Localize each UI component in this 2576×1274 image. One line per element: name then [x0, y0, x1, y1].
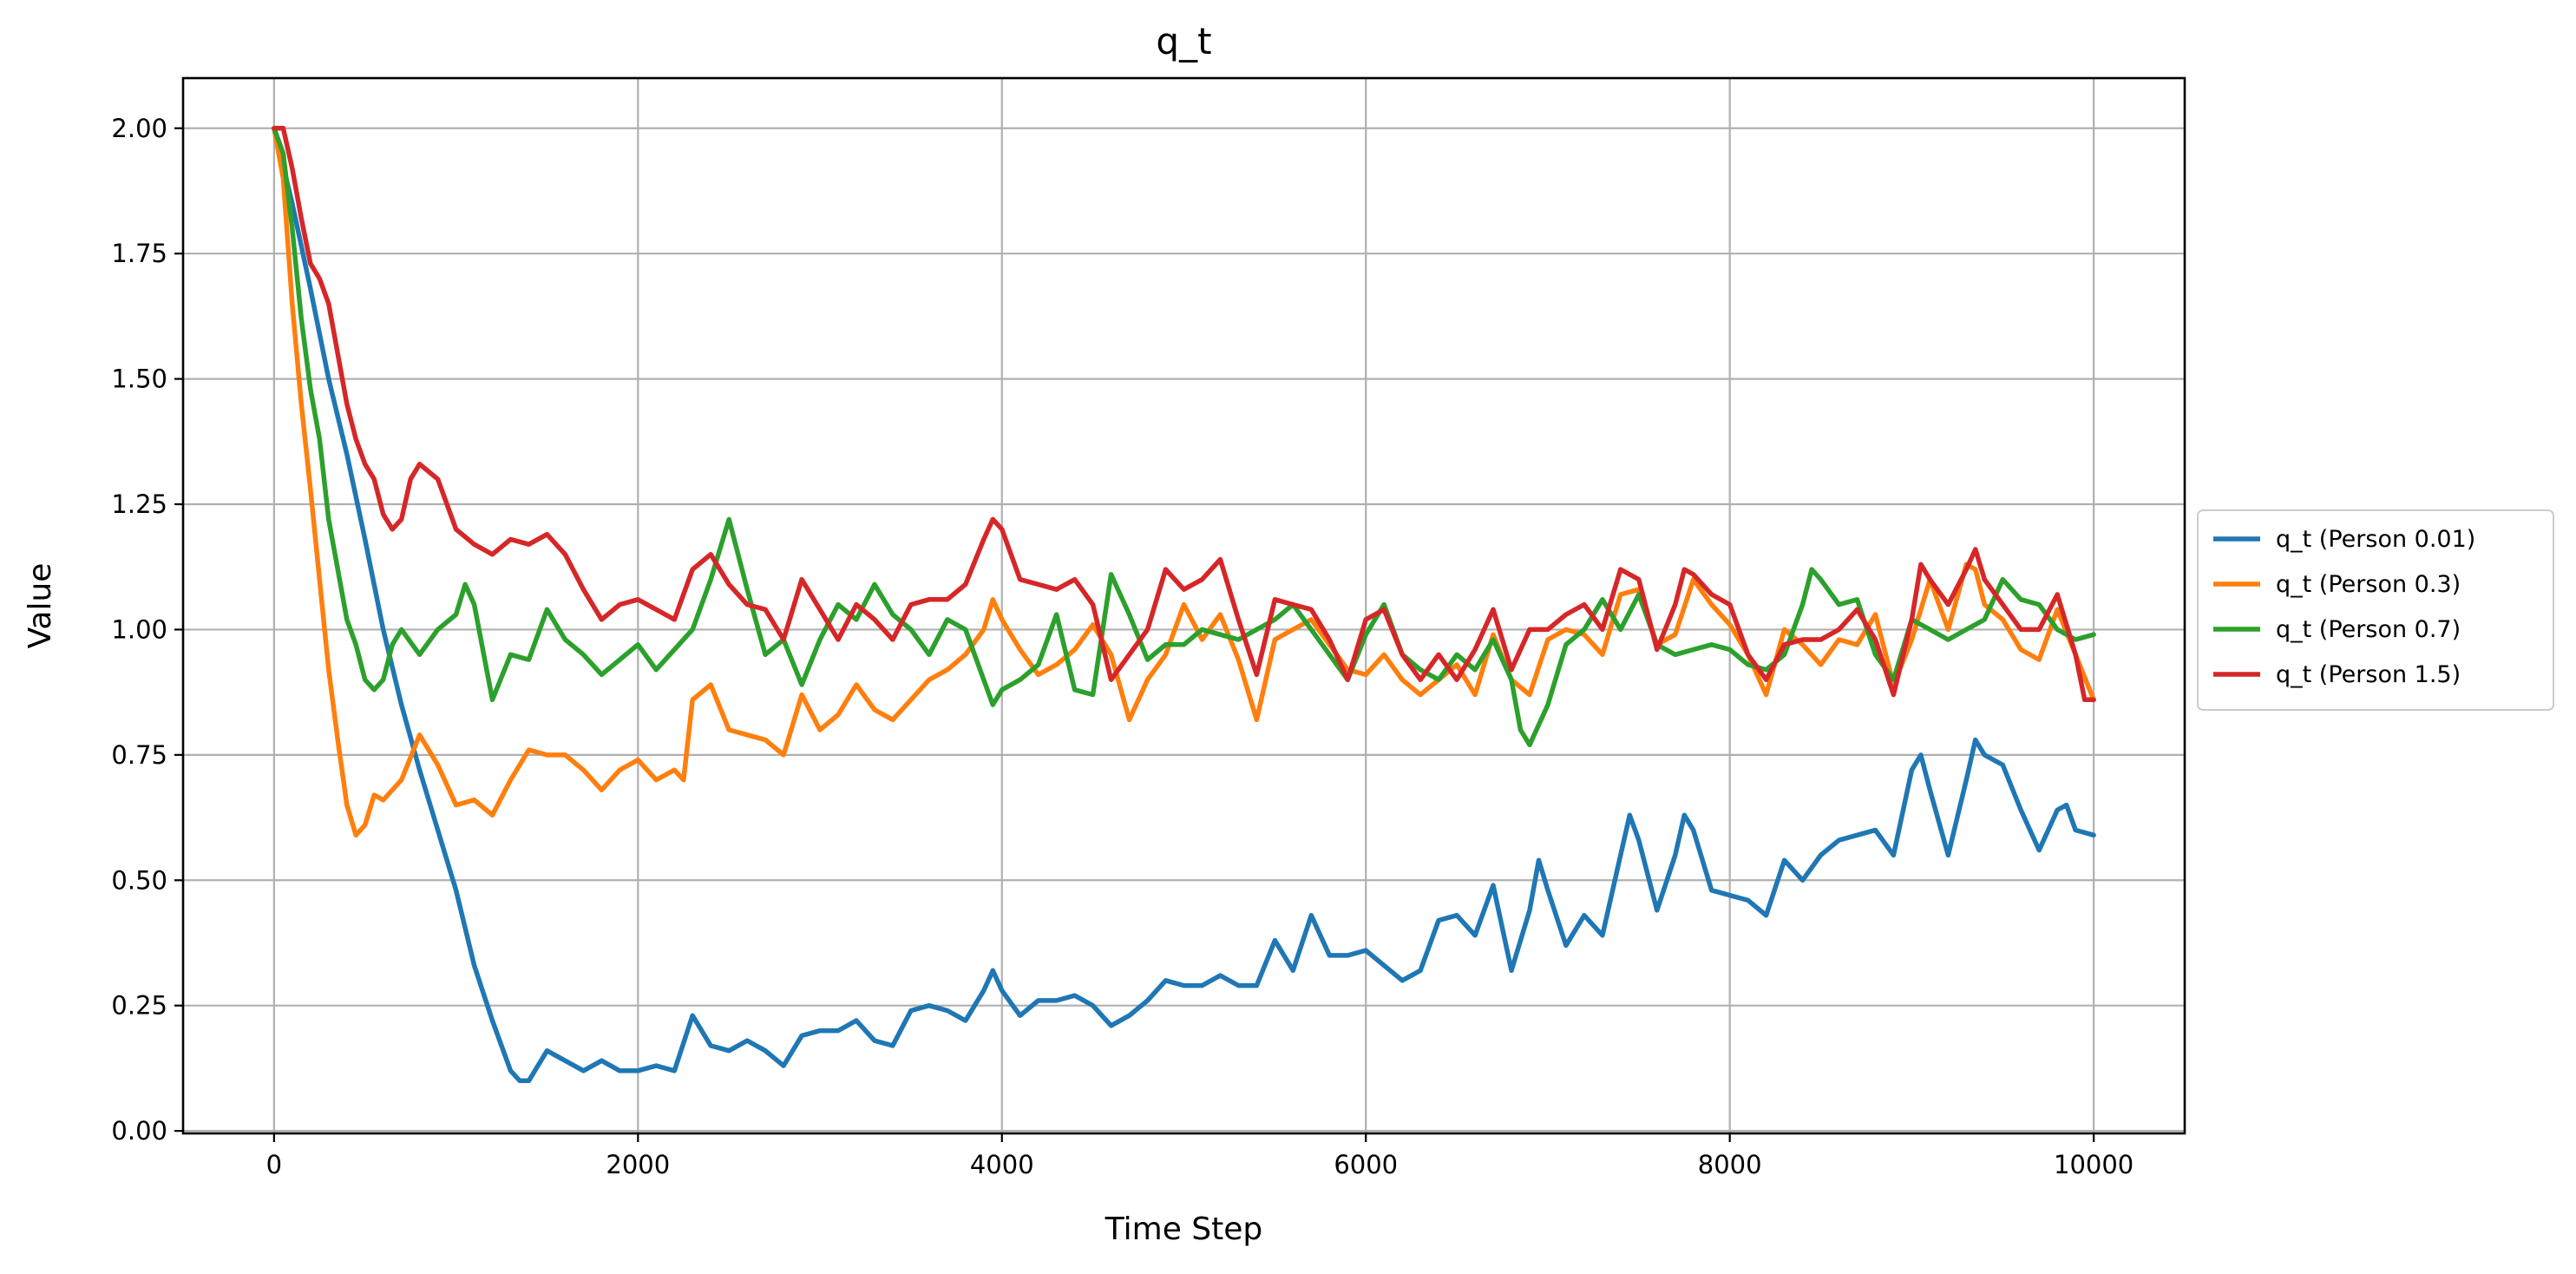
y-tick-label: 1.75	[111, 239, 167, 268]
legend-entry-label: q_t (Person 0.01)	[2276, 526, 2475, 553]
x-axis-label: Time Step	[1104, 1212, 1263, 1247]
legend-entry-label: q_t (Person 1.5)	[2276, 661, 2461, 688]
x-tick-label: 0	[266, 1150, 282, 1179]
plot-area-frame	[181, 76, 2186, 1135]
y-tick-label: 1.25	[111, 489, 167, 519]
series-line-3	[272, 126, 2096, 748]
series-line-4	[272, 126, 2096, 703]
series-layer	[272, 126, 2096, 1084]
chart-title: q_t	[1156, 20, 1211, 62]
x-tick-label: 2000	[606, 1150, 670, 1179]
x-tick-label: 10000	[2054, 1150, 2134, 1179]
x-tick-label: 4000	[970, 1150, 1034, 1179]
legend-entry-label: q_t (Person 0.7)	[2276, 616, 2461, 643]
y-tick-label: 1.00	[111, 614, 167, 644]
series-line-2	[272, 126, 2096, 838]
y-tick-label: 2.00	[111, 114, 167, 143]
y-tick-label: 0.75	[111, 740, 167, 770]
legend-box	[2197, 509, 2554, 711]
y-tick-label: 0.25	[111, 991, 167, 1021]
y-tick-label: 1.50	[111, 364, 167, 394]
x-tick-label: 8000	[1698, 1150, 1762, 1179]
x-tick-label: 6000	[1334, 1150, 1398, 1179]
axis-ticks: 0 2000 4000 6000 8000 10000 0.00 0.25 0.50 0.75 1.…	[111, 114, 2134, 1179]
legend-entry-label: q_t (Person 0.3)	[2276, 571, 2461, 598]
legend: q_t (Person 0.01) q_t (Person 0.3) q_t (Pe…	[2197, 509, 2554, 711]
y-tick-label: 0.00	[111, 1116, 167, 1146]
series-line-1	[272, 126, 2096, 1084]
y-axis-label: Value	[23, 563, 58, 649]
y-tick-label: 0.50	[111, 865, 167, 895]
grid-lines	[183, 78, 2185, 1133]
